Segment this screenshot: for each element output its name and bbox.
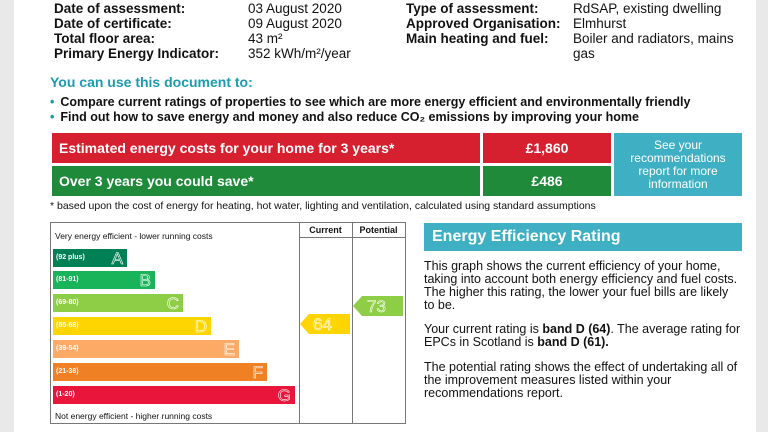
meta-label: Type of assessment:	[406, 1, 539, 16]
estimated-costs-row: Estimated energy costs for your home for…	[52, 133, 480, 163]
meta-label: Main heating and fuel:	[406, 31, 549, 46]
band-letter: A	[111, 249, 123, 269]
band-f: (21-38) F	[53, 363, 267, 383]
meta-value: RdSAP, existing dwelling	[573, 1, 722, 16]
rating-title: Energy Efficiency Rating	[432, 228, 621, 245]
meta-label: Primary Energy Indicator:	[54, 46, 220, 61]
band-d: (55-68) D	[53, 317, 211, 337]
meta-label: Total floor area:	[54, 31, 156, 46]
band-a: (92 plus) A	[53, 249, 127, 269]
band-range: (69-80)	[56, 299, 79, 306]
rating-text-segment: . The average rating for EPCs in Scotlan…	[424, 322, 741, 349]
meta-label: Date of assessment:	[54, 1, 186, 16]
band-letter: C	[166, 294, 179, 314]
column-divider	[299, 223, 300, 423]
band-e: (39-54) E	[53, 340, 239, 360]
cost-footnote: * based upon the cost of energy for heat…	[50, 200, 596, 212]
potential-rating-value: 73	[367, 297, 387, 317]
rating-text-segment: Your current rating is	[424, 322, 543, 336]
estimated-costs-value: £1,860	[525, 140, 569, 156]
band-range: (39-54)	[56, 345, 79, 352]
usage-bullet: • Compare current ratings of properties t…	[50, 95, 691, 109]
potential-rating-marker	[353, 296, 403, 316]
rating-paragraph-2: Your current rating is band D (64). The …	[424, 323, 742, 349]
meta-value: 352 kWh/m²/year	[248, 46, 351, 61]
meta-value: 09 August 2020	[248, 16, 342, 31]
band-g: (1-20) G	[53, 386, 295, 406]
page-edge-right	[756, 0, 768, 432]
usage-bullet-text: Find out how to save energy and money an…	[60, 110, 639, 124]
rating-title-bar: Energy Efficiency Rating	[424, 223, 742, 251]
recommendations-link-text: See your recommendations report for more…	[630, 137, 726, 191]
band-letter: E	[223, 340, 235, 360]
band-range: (55-68)	[56, 322, 79, 329]
band-letter: B	[139, 271, 151, 291]
meta-value: 03 August 2020	[248, 1, 342, 16]
band-range: (81-91)	[56, 276, 79, 283]
recommendations-link[interactable]: See your recommendations report for more…	[614, 133, 742, 196]
estimated-costs-value-cell: £1,860	[483, 133, 611, 163]
page-edge-left	[0, 0, 14, 432]
meta-left: Date of assessment: 03 August 2020 Date o…	[54, 1, 351, 61]
band-letter: F	[252, 363, 263, 383]
header-divider	[299, 237, 405, 238]
save-value-cell: £486	[483, 166, 611, 196]
save-value: £486	[531, 173, 563, 189]
save-row: Over 3 years you could save*	[52, 166, 480, 196]
meta-label: Date of certificate:	[54, 16, 172, 31]
rating-chart: Current Potential Very energy efficient …	[50, 222, 406, 424]
chart-bottom-label: Not energy efficient - higher running co…	[55, 411, 213, 421]
rating-paragraph-3: The potential rating shows the effect of…	[424, 360, 738, 400]
band-letter: D	[194, 317, 207, 337]
meta-value: Boiler and radiators, mains gas	[573, 31, 734, 61]
usage-heading: You can use this document to:	[50, 74, 253, 90]
band-c: (69-80) C	[53, 294, 183, 314]
current-rating-value: 64	[313, 315, 333, 335]
rating-average-band: band D (61).	[537, 335, 609, 349]
meta-value: 43 m²	[248, 31, 283, 46]
current-rating-marker	[300, 314, 350, 334]
potential-column-header: Potential	[359, 225, 398, 235]
band-b: (81-91) B	[53, 271, 155, 291]
usage-bullet-text: Compare current ratings of properties to…	[60, 95, 691, 109]
chart-top-label: Very energy efficient - lower running co…	[55, 231, 213, 241]
rating-paragraph-1: This graph shows the current efficiency …	[424, 259, 738, 312]
meta-label: Approved Organisation:	[406, 16, 561, 31]
rating-current-band: band D (64)	[542, 322, 611, 336]
current-column-header: Current	[309, 225, 342, 235]
meta-value: Elmhurst	[573, 16, 627, 31]
usage-bullet: • Find out how to save energy and money a…	[50, 110, 639, 124]
save-label: Over 3 years you could save*	[59, 173, 254, 189]
estimated-costs-label: Estimated energy costs for your home for…	[59, 140, 395, 156]
meta-right: Type of assessment: RdSAP, existing dwell…	[406, 1, 745, 61]
band-range: (1-20)	[56, 391, 75, 398]
band-letter: G	[277, 386, 291, 406]
band-range: (92 plus)	[56, 254, 85, 261]
column-divider	[352, 223, 353, 423]
band-range: (21-38)	[56, 368, 79, 375]
